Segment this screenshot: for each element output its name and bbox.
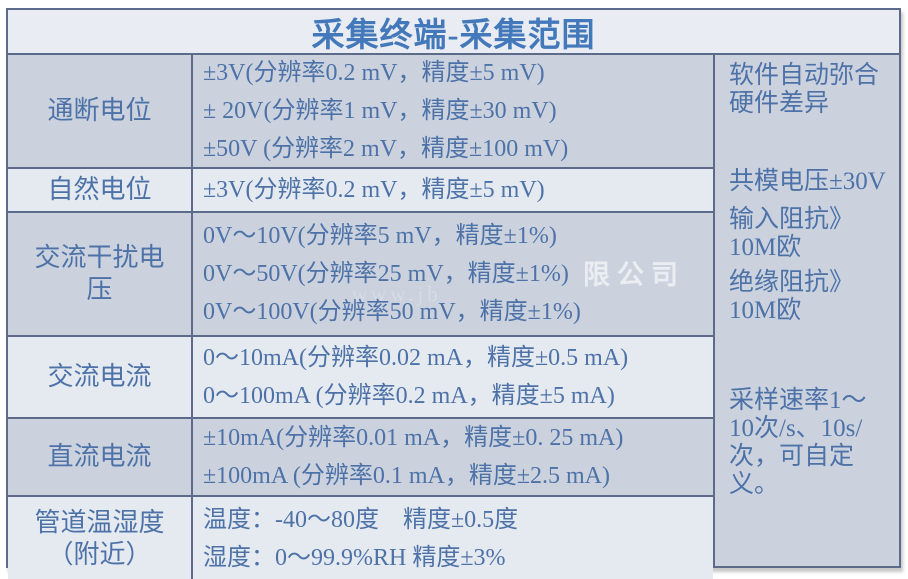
spec-table: 采集终端-采集范围 通断电位 ±3V(分辨率0.2 mV，精度±5 mV) ± … (6, 8, 901, 579)
row-content: ±3V(分辨率0.2 mV，精度±5 mV) (193, 169, 713, 211)
side-note: 输入阻抗》10M欧 (729, 206, 855, 261)
side-note: 采样速率1～10次/s、10s/次，可自定义。 (729, 387, 867, 498)
row-label: 通断电位 (8, 55, 193, 167)
side-note: 软件自动弥合硬件差异 (729, 62, 880, 117)
spec-line: ±100mA (分辨率0.1 mA，精度±2.5 mA) (203, 463, 611, 489)
spec-line: 0V～100V(分辨率50 mV，精度±1%) (203, 299, 581, 325)
table-title-row: 采集终端-采集范围 (8, 10, 899, 55)
row-label: 交流干扰电压 (8, 213, 193, 335)
spec-line: 0V～50V(分辨率25 mV，精度±1%) (203, 261, 569, 287)
side-note: 共模电压±30V (729, 168, 886, 195)
table-row: 直流电流 ±10mA(分辨率0.01 mA，精度±0. 25 mA) ±100m… (8, 419, 713, 497)
row-label: 管道温湿度（附近） (8, 497, 193, 579)
table-row: 交流电流 0～10mA(分辨率0.02 mA，精度±0.5 mA) 0～100m… (8, 337, 713, 419)
side-note: 绝缘阻抗》10M欧 (729, 269, 855, 324)
row-label: 交流电流 (8, 337, 193, 417)
table-row: 管道温湿度（附近） 温度：-40～80度 精度±0.5度 湿度：0～99.9%R… (8, 497, 713, 579)
spec-line: ±50V (分辨率2 mV，精度±100 mV) (203, 136, 569, 162)
table-row: 交流干扰电压 0V～10V(分辨率5 mV，精度±1%) 0V～50V(分辨率2… (8, 213, 713, 337)
row-label: 自然电位 (8, 169, 193, 211)
table-row: 通断电位 ±3V(分辨率0.2 mV，精度±5 mV) ± 20V(分辨率1 m… (8, 55, 713, 169)
row-label: 直流电流 (8, 419, 193, 495)
table-body: 通断电位 ±3V(分辨率0.2 mV，精度±5 mV) ± 20V(分辨率1 m… (8, 55, 899, 579)
spec-line: ±10mA(分辨率0.01 mA，精度±0. 25 mA) (203, 425, 624, 451)
row-content: ±3V(分辨率0.2 mV，精度±5 mV) ± 20V(分辨率1 mV，精度±… (193, 55, 713, 167)
spec-line: ±3V(分辨率0.2 mV，精度±5 mV) (203, 60, 545, 86)
spec-line: 湿度：0～99.9%RH 精度±3% (203, 545, 506, 571)
spec-line: ±3V(分辨率0.2 mV，精度±5 mV) (203, 177, 545, 203)
row-content: 0V～10V(分辨率5 mV，精度±1%) 0V～50V(分辨率25 mV，精度… (193, 213, 713, 335)
row-content: ±10mA(分辨率0.01 mA，精度±0. 25 mA) ±100mA (分辨… (193, 419, 713, 495)
spec-line: 温度：-40～80度 精度±0.5度 (203, 507, 519, 533)
spec-line: ± 20V(分辨率1 mV，精度±30 mV) (203, 98, 557, 124)
side-notes-column: 软件自动弥合硬件差异 共模电压±30V 输入阻抗》10M欧 绝缘阻抗》10M欧 … (713, 55, 899, 566)
spec-line: 0V～10V(分辨率5 mV，精度±1%) (203, 223, 557, 249)
table-row: 自然电位 ±3V(分辨率0.2 mV，精度±5 mV) (8, 169, 713, 213)
row-content: 温度：-40～80度 精度±0.5度 湿度：0～99.9%RH 精度±3% (193, 497, 713, 579)
table-main-columns: 通断电位 ±3V(分辨率0.2 mV，精度±5 mV) ± 20V(分辨率1 m… (8, 55, 713, 579)
row-content: 0～10mA(分辨率0.02 mA，精度±0.5 mA) 0～100mA (分辨… (193, 337, 713, 417)
page-title: 采集终端-采集范围 (311, 17, 596, 54)
spec-line: 0～100mA (分辨率0.2 mA，精度±5 mA) (203, 383, 615, 409)
spec-line: 0～10mA(分辨率0.02 mA，精度±0.5 mA) (203, 345, 629, 371)
